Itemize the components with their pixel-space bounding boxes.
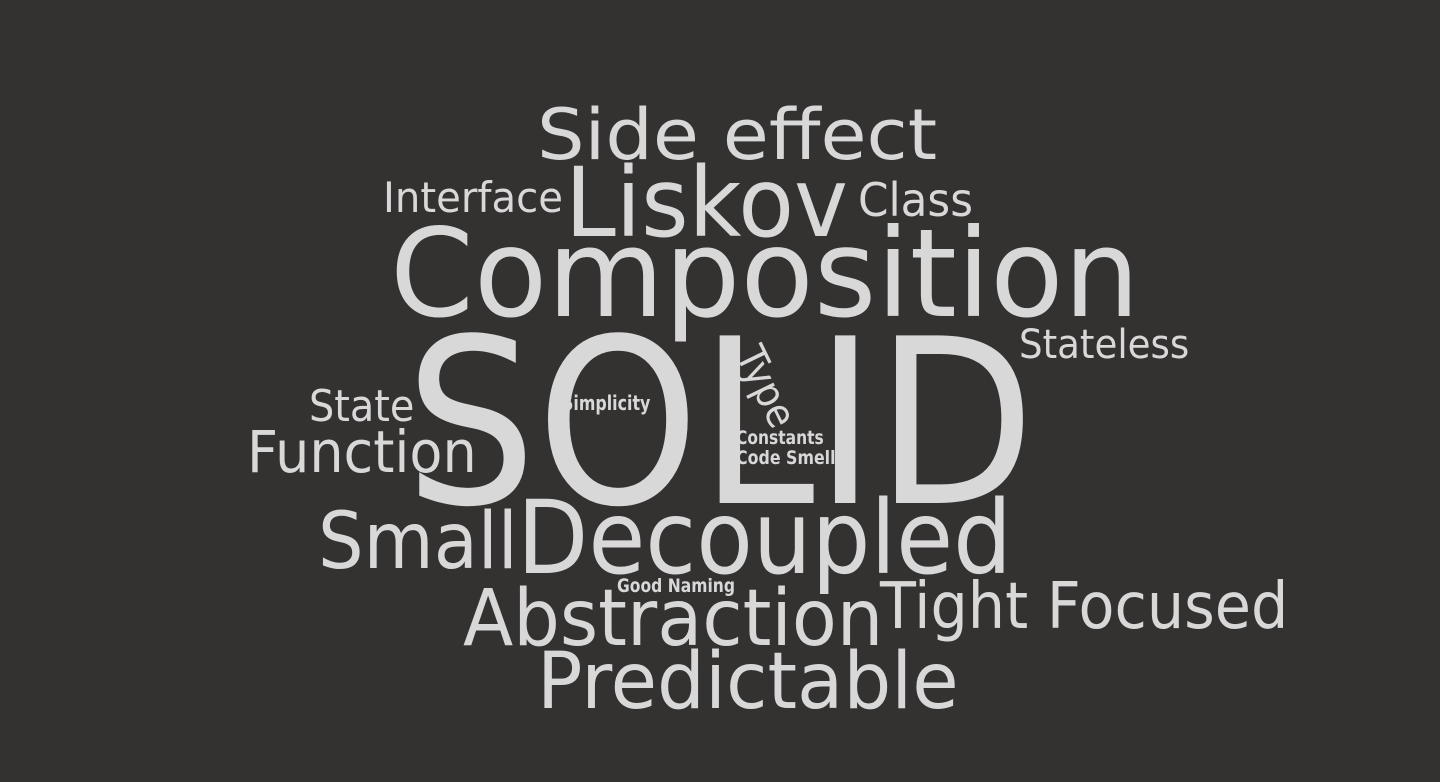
word-predictable: Predictable xyxy=(537,637,959,727)
word-constants: Constants xyxy=(736,427,824,449)
word-solid: SOLID xyxy=(405,291,1036,558)
word-code-smell: Code Smell xyxy=(736,447,836,469)
word-stateless: Stateless xyxy=(1019,322,1190,368)
word-small: Small xyxy=(318,497,518,587)
word-abstraction: Abstraction xyxy=(463,574,884,664)
word-liskov: Liskov xyxy=(565,147,848,259)
word-side-effect: Side effect xyxy=(537,94,938,176)
word-tight-focused: Tight Focused xyxy=(880,570,1289,644)
word-good-naming: Good Naming xyxy=(617,575,735,597)
word-class: Class xyxy=(858,173,973,227)
word-function: Function xyxy=(247,418,477,486)
word-state: State xyxy=(309,381,415,432)
word-composition: Composition xyxy=(390,203,1140,345)
word-interface: Interface xyxy=(383,173,563,222)
word-simplicity: Simplicity xyxy=(562,391,651,415)
word-decoupled: Decoupled xyxy=(517,479,1012,598)
